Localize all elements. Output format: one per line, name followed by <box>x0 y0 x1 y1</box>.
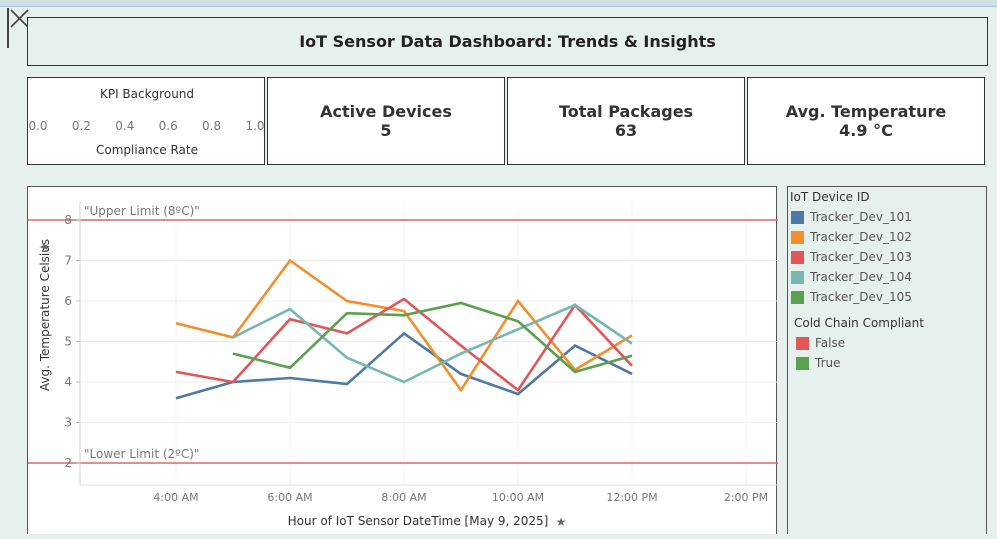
y-tick-label: 7 <box>64 254 72 268</box>
y-tick-label: 2 <box>64 456 72 470</box>
chart-axes: 2 3 4 5 6 7 8 4:00 AM 6:00 AM 8:00 AM 10:00 AM 12:0… <box>37 201 778 529</box>
legend-item[interactable]: Tracker_Dev_102 <box>791 229 912 245</box>
compliance-tick-label: 0.4 <box>115 119 134 133</box>
kpi-value: 4.9 °C <box>748 121 984 140</box>
compliance-tick-label: 0.6 <box>159 119 178 133</box>
x-tick-label: 4:00 AM <box>153 491 198 504</box>
compliance-tick-label: 0.0 <box>28 119 47 133</box>
x-tick-label: 6:00 AM <box>267 491 312 504</box>
pin-icon: ★ <box>37 242 51 253</box>
kpi-avg-temperature: Avg. Temperature 4.9 °C <box>747 77 985 165</box>
legend-swatch <box>796 337 809 350</box>
kpi-label: Active Devices <box>268 102 504 121</box>
x-tick-label: 8:00 AM <box>381 491 426 504</box>
kpi-label: Avg. Temperature <box>748 102 984 121</box>
y-tick-label: 3 <box>64 416 72 430</box>
compliance-tick-label: 1.0 <box>245 119 264 133</box>
y-axis-title: Avg. Temperature Celsius <box>38 239 52 391</box>
legend-swatch <box>791 231 804 244</box>
kpi-total-packages: Total Packages 63 <box>507 77 745 165</box>
y-tick-label: 8 <box>64 213 72 227</box>
dashboard-title: IoT Sensor Data Dashboard: Trends & Insi… <box>27 17 988 66</box>
pin-icon: ★ <box>556 515 567 529</box>
legend-swatch <box>791 251 804 264</box>
legend-label: Tracker_Dev_102 <box>810 230 912 244</box>
y-tick-label: 5 <box>64 335 72 349</box>
legend-label: Tracker_Dev_104 <box>810 270 912 284</box>
legend-label: Tracker_Dev_105 <box>810 290 912 304</box>
kpi-value: 63 <box>508 121 744 140</box>
kpi-label: Total Packages <box>508 102 744 121</box>
kpi-background-panel: KPI Background 0.0 0.2 0.4 0.6 0.8 1.0 Compli… <box>27 77 265 165</box>
legend-item[interactable]: True <box>796 355 841 371</box>
reference-line-label: "Upper Limit (8ºC)" <box>84 204 200 218</box>
y-tick-label: 4 <box>64 375 72 389</box>
kpi-active-devices: Active Devices 5 <box>267 77 505 165</box>
close-button[interactable] <box>7 8 29 48</box>
legend-label: True <box>815 356 841 370</box>
legend-item[interactable]: Tracker_Dev_103 <box>791 249 912 265</box>
series-line <box>233 303 632 372</box>
temperature-chart-panel: "Upper Limit (8ºC)" "Lower Limit (2ºC)" 2… <box>27 186 777 534</box>
legend-item[interactable]: False <box>796 335 845 351</box>
legend-label: Tracker_Dev_103 <box>810 250 912 264</box>
legend-swatch <box>791 271 804 284</box>
legend-item[interactable]: Tracker_Dev_104 <box>791 269 912 285</box>
x-tick-label: 10:00 AM <box>492 491 544 504</box>
legend-swatch <box>791 291 804 304</box>
kpi-background-title: KPI Background <box>28 87 266 101</box>
legend-item[interactable]: Tracker_Dev_101 <box>791 209 912 225</box>
compliance-tick-label: 0.2 <box>72 119 91 133</box>
x-tick-label: 12:00 PM <box>606 491 657 504</box>
x-axis-title: Hour of IoT Sensor DateTime [May 9, 2025… <box>288 514 549 528</box>
legend-device-title: IoT Device ID <box>790 190 870 204</box>
window-top-strip <box>0 0 997 7</box>
legend-swatch <box>796 357 809 370</box>
temperature-line-chart: "Upper Limit (8ºC)" "Lower Limit (2ºC)" 2… <box>28 187 778 535</box>
legend-label: False <box>815 336 845 350</box>
chart-grid <box>80 201 778 485</box>
x-tick-label: 2:00 PM <box>724 491 768 504</box>
compliance-tick-label: 0.8 <box>202 119 221 133</box>
legend-panel: IoT Device ID Tracker_Dev_101 Tracker_Dev… <box>787 186 987 534</box>
legend-compliance-title: Cold Chain Compliant <box>794 316 924 330</box>
kpi-value: 5 <box>268 121 504 140</box>
reference-line-label: "Lower Limit (2ºC)" <box>84 447 199 461</box>
kpi-background-subtitle: Compliance Rate <box>28 143 266 157</box>
legend-label: Tracker_Dev_101 <box>810 210 912 224</box>
y-tick-label: 6 <box>64 294 72 308</box>
legend-item[interactable]: Tracker_Dev_105 <box>791 289 912 305</box>
legend-swatch <box>791 211 804 224</box>
